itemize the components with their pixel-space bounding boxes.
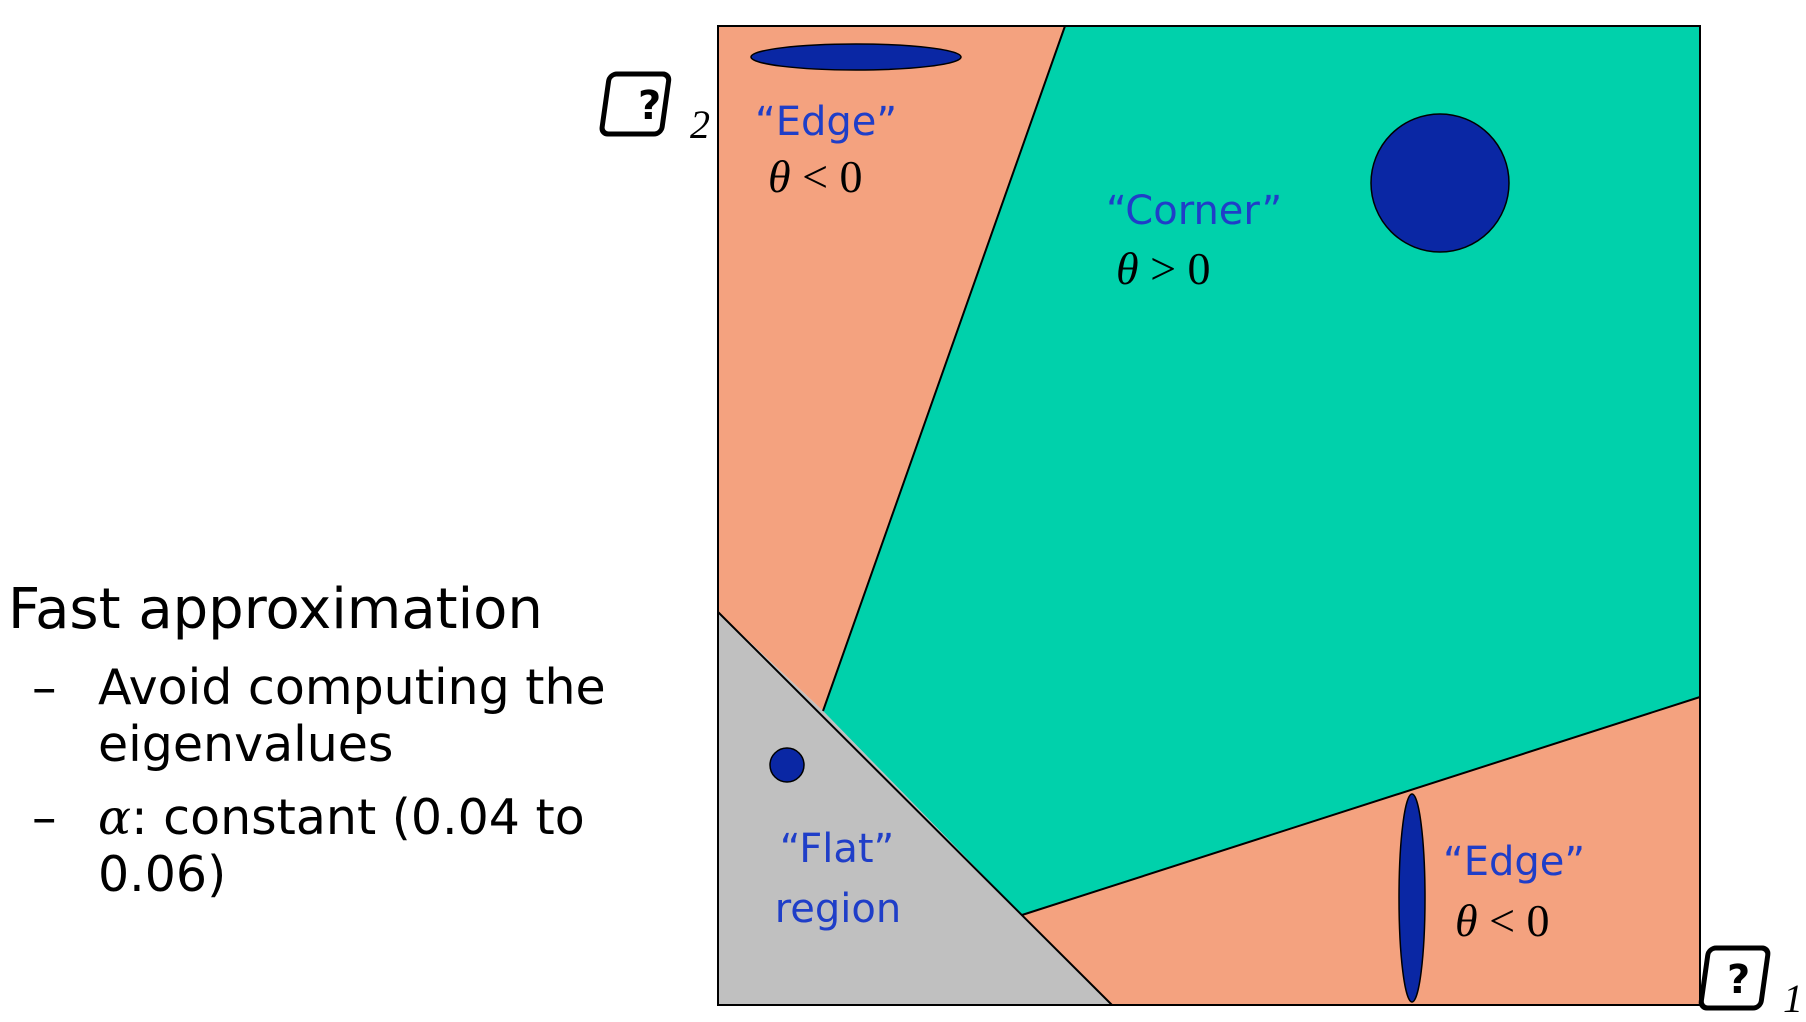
alpha-symbol: α bbox=[98, 789, 132, 847]
axis-x-subscript: 1 bbox=[1783, 976, 1803, 1021]
sub-bullet-alpha: – α: constant (0.04 to 0.06) bbox=[8, 789, 688, 904]
main-bullet: Fast approximation bbox=[8, 577, 543, 642]
boundary-line-bottom bbox=[1021, 696, 1701, 916]
flat-label-line1: “Flat” bbox=[780, 826, 895, 872]
edge-ellipse-horizontal bbox=[750, 43, 962, 71]
question-glyph: ? bbox=[1727, 957, 1750, 1003]
plot-frame bbox=[717, 25, 1701, 1006]
theta-symbol: θ bbox=[1455, 895, 1478, 946]
relation-text: < 0 bbox=[802, 151, 862, 202]
axis-y-subscript: 2 bbox=[690, 102, 710, 147]
corner-label: “Corner” bbox=[1106, 188, 1282, 234]
dash-marker: – bbox=[32, 659, 57, 717]
corner-circle bbox=[1370, 113, 1510, 253]
edge-label-top: “Edge” bbox=[755, 99, 897, 145]
bullet-list: Fast approximation – Avoid computing the… bbox=[8, 577, 688, 920]
question-glyph: ? bbox=[638, 83, 661, 129]
sub-bullet-text: Avoid computing the eigenvalues bbox=[98, 659, 606, 774]
edge-region-top bbox=[718, 26, 1065, 711]
corner-region bbox=[823, 26, 1700, 915]
dash-marker: – bbox=[32, 789, 57, 847]
edge-ellipse-vertical bbox=[1398, 793, 1426, 1003]
axis-x-label: ? 1 bbox=[1698, 945, 1803, 1021]
edge-label-bottom: “Edge” bbox=[1443, 839, 1585, 885]
relation-text: > 0 bbox=[1150, 243, 1210, 294]
relation-text: < 0 bbox=[1489, 895, 1549, 946]
theta-expression-top: θ < 0 bbox=[768, 151, 863, 202]
theta-symbol: θ bbox=[768, 151, 791, 202]
boundary-line-diagonal bbox=[717, 611, 1113, 1006]
sub-bullet-eigenvalues: – Avoid computing the eigenvalues bbox=[8, 660, 688, 774]
boundary-line-left bbox=[822, 25, 1066, 712]
flat-label-line2: region bbox=[775, 886, 902, 932]
theta-symbol: θ bbox=[1116, 243, 1139, 294]
theta-expression-bottom: θ < 0 bbox=[1455, 895, 1550, 946]
edge-region-bottom bbox=[1022, 697, 1700, 1005]
question-box-icon bbox=[1698, 945, 1771, 1011]
theta-expression-corner: θ > 0 bbox=[1116, 243, 1211, 294]
question-box-icon bbox=[599, 71, 672, 137]
sub-bullet-text: : constant (0.04 to 0.06) bbox=[98, 789, 585, 903]
flat-circle bbox=[769, 747, 805, 783]
axis-y-label: ? 2 bbox=[599, 71, 710, 147]
